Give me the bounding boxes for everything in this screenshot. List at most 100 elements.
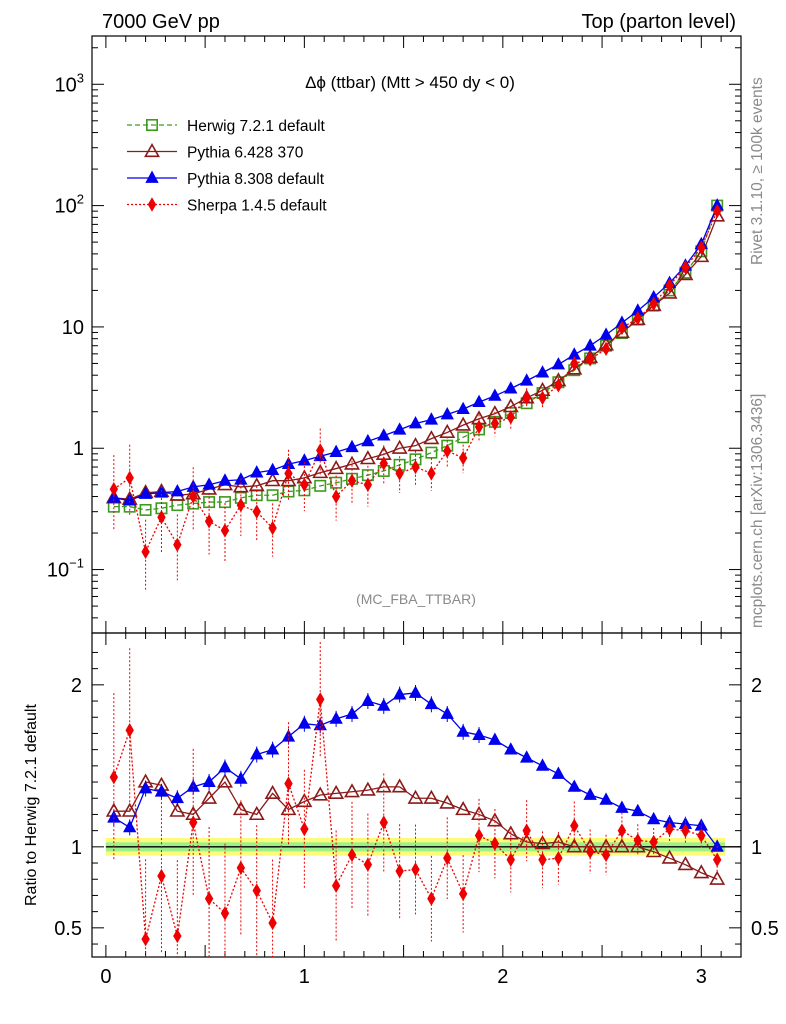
data-point bbox=[202, 477, 216, 490]
data-point bbox=[488, 388, 502, 401]
ratio-point bbox=[488, 732, 502, 745]
legend-marker bbox=[146, 119, 159, 132]
data-point bbox=[566, 360, 583, 375]
ratio-point bbox=[141, 931, 150, 947]
rivet-label: Rivet 3.1.10, ≥ 100k events bbox=[749, 77, 766, 265]
ratio-point bbox=[585, 844, 595, 859]
data-point bbox=[392, 422, 407, 435]
ratio-point bbox=[518, 833, 535, 848]
data-point bbox=[458, 450, 468, 466]
ratio-point bbox=[443, 850, 452, 866]
data-point bbox=[361, 433, 375, 447]
ratio-point bbox=[440, 706, 454, 719]
data-point bbox=[697, 240, 706, 255]
legend: Herwig 7.2.1 default Pythia 6.428 370 Pyth… bbox=[127, 118, 327, 215]
ratio-point bbox=[347, 847, 357, 863]
ratio-point bbox=[645, 843, 662, 858]
data-point bbox=[268, 520, 277, 536]
ratio-point bbox=[647, 811, 661, 825]
ratio-point bbox=[189, 815, 198, 830]
main-series-group bbox=[105, 198, 726, 590]
ratio-point bbox=[297, 716, 312, 729]
data-point bbox=[316, 443, 325, 458]
data-point bbox=[109, 481, 119, 497]
x-tick-label: 0 bbox=[100, 966, 111, 988]
ratio-point bbox=[583, 787, 597, 800]
data-point bbox=[236, 497, 246, 513]
data-point bbox=[585, 352, 595, 367]
legend-label: Herwig 7.2.1 default bbox=[187, 118, 326, 135]
ratio-point bbox=[599, 792, 613, 805]
data-point bbox=[377, 428, 391, 441]
y-tick-label: 10 bbox=[62, 317, 84, 339]
ratio-point bbox=[570, 818, 579, 833]
data-point bbox=[474, 419, 484, 435]
data-point bbox=[617, 320, 627, 336]
ratio-point bbox=[169, 802, 186, 817]
data-point bbox=[661, 284, 678, 299]
ratio-series-group bbox=[105, 642, 726, 957]
series-sherpa-1-4-5-default bbox=[109, 203, 722, 590]
data-point bbox=[312, 464, 329, 479]
ratio-point bbox=[250, 747, 264, 760]
data-point bbox=[359, 450, 376, 465]
ratio-point bbox=[331, 878, 341, 893]
ratio-point bbox=[123, 819, 137, 833]
data-point bbox=[411, 459, 420, 475]
ratio-point bbox=[220, 906, 230, 921]
ratio-point bbox=[519, 750, 534, 763]
data-point bbox=[551, 357, 566, 370]
ratio-point bbox=[121, 802, 138, 817]
ratio-tick-label: 2 bbox=[71, 675, 82, 697]
data-point bbox=[427, 466, 436, 481]
ratio-point bbox=[300, 821, 309, 837]
data-point bbox=[204, 514, 214, 529]
ratio-point bbox=[427, 891, 436, 906]
ratio-point bbox=[252, 883, 261, 898]
data-point bbox=[439, 423, 456, 439]
data-point bbox=[329, 444, 343, 457]
legend-marker bbox=[145, 170, 159, 183]
main-panel: 10−1 1 10 102 103 bbox=[47, 35, 742, 634]
ratio-tick-label: 1 bbox=[71, 837, 82, 859]
data-point bbox=[125, 470, 134, 486]
data-point bbox=[457, 431, 470, 444]
data-point bbox=[331, 489, 341, 504]
legend-label: Sherpa 1.4.5 default bbox=[187, 198, 327, 215]
data-point bbox=[649, 296, 658, 312]
ratio-point bbox=[502, 825, 519, 840]
ratio-point bbox=[474, 828, 484, 843]
ratio-series-pythia-8-308-default bbox=[107, 684, 724, 852]
data-point bbox=[264, 472, 281, 487]
data-point bbox=[391, 439, 408, 454]
data-point bbox=[250, 465, 264, 478]
legend-marker bbox=[147, 197, 157, 212]
data-point bbox=[297, 453, 312, 466]
data-point bbox=[252, 504, 261, 519]
data-point bbox=[506, 410, 515, 425]
watermark: (MC_FBA_TTBAR) bbox=[356, 591, 476, 607]
ratio-tick-label: 2 bbox=[751, 675, 762, 697]
ratio-point bbox=[395, 863, 404, 879]
x-tick-label: 2 bbox=[497, 966, 508, 988]
x-tick-label: 1 bbox=[299, 966, 310, 988]
ratio-point bbox=[504, 742, 518, 755]
ratio-line bbox=[113, 699, 718, 940]
data-point bbox=[220, 523, 230, 538]
data-point bbox=[300, 477, 309, 492]
ratio-point bbox=[613, 838, 630, 853]
data-point bbox=[170, 484, 185, 497]
ratio-point bbox=[138, 781, 153, 794]
data-point bbox=[139, 503, 152, 516]
ratio-point bbox=[456, 724, 470, 737]
ratio-point bbox=[538, 852, 547, 867]
ratio-point bbox=[677, 856, 694, 871]
ratio-point bbox=[554, 850, 563, 866]
ratio-point bbox=[629, 838, 646, 853]
ratio-point bbox=[709, 870, 726, 885]
data-point bbox=[693, 248, 710, 263]
data-point bbox=[203, 496, 216, 509]
legend-label: Pythia 8.308 default bbox=[187, 171, 325, 188]
ratio-point bbox=[379, 815, 388, 830]
data-point bbox=[173, 537, 182, 552]
